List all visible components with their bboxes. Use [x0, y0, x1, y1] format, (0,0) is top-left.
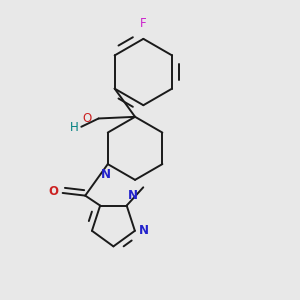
Text: O: O — [82, 112, 92, 125]
Text: N: N — [139, 224, 149, 237]
Text: H: H — [70, 121, 79, 134]
Text: O: O — [49, 185, 59, 199]
Text: F: F — [140, 17, 147, 30]
Text: N: N — [101, 168, 111, 181]
Text: N: N — [128, 189, 138, 202]
